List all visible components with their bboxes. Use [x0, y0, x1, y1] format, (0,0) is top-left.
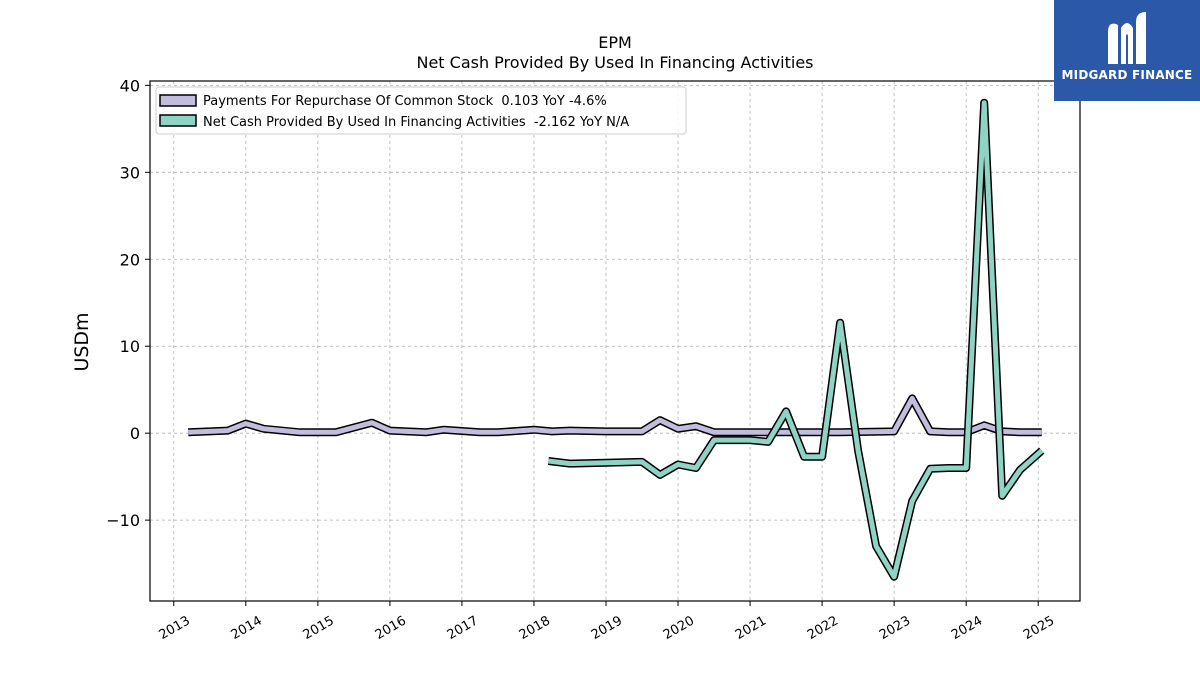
y-tick-label: 40: [120, 76, 140, 95]
brand-logo: MIDGARD FINANCE: [1054, 0, 1200, 101]
legend-box: [155, 86, 687, 135]
x-tick-label: 2013: [157, 613, 193, 643]
chart-subtitle: Net Cash Provided By Used In Financing A…: [416, 53, 813, 72]
legend-swatch-financing: [159, 114, 197, 127]
x-tick-label: 2021: [733, 613, 769, 643]
x-tick-label: 2020: [661, 613, 697, 643]
x-tick-label: 2016: [373, 613, 409, 643]
legend-swatch-repurchase: [159, 94, 197, 107]
x-tick-label: 2019: [589, 613, 625, 643]
y-axis: −10 0 10 20 30 40: [106, 76, 150, 530]
x-tick-label: 2017: [445, 613, 481, 643]
y-tick-label: 10: [120, 337, 140, 356]
series-outline-financing: [547, 98, 1045, 581]
x-tick-label: 2022: [805, 613, 841, 643]
x-tick-label: 2014: [229, 613, 265, 643]
series-line-financing: [548, 100, 1044, 580]
series-line-repurchase: [188, 395, 1042, 435]
legend-entry-financing: Net Cash Provided By Used In Financing A…: [203, 115, 629, 130]
y-tick-label: −10: [106, 511, 140, 530]
legend: Payments For Repurchase Of Common Stock …: [155, 86, 687, 135]
y-tick-label: 20: [120, 250, 140, 269]
series-layer: [188, 98, 1045, 581]
y-axis-label: USDm: [71, 312, 93, 371]
x-tick-label: 2025: [1021, 613, 1057, 643]
x-tick-label: 2018: [517, 613, 553, 643]
x-tick-label: 2023: [877, 613, 913, 643]
x-axis: 2013 2014 2015 2016 2017 2018 2019 2020 2021 2022…: [157, 601, 1057, 643]
x-tick-label: 2024: [949, 613, 985, 643]
axes-frame: [149, 80, 1081, 602]
x-tick-label: 2015: [301, 613, 337, 643]
midgard-m-logo-icon: [1108, 12, 1146, 64]
chart-title: EPM: [598, 33, 632, 52]
legend-entry-repurchase: Payments For Repurchase Of Common Stock …: [203, 94, 607, 109]
grid: [150, 81, 1080, 601]
y-tick-label: 0: [130, 424, 140, 443]
brand-name: MIDGARD FINANCE: [1061, 68, 1193, 82]
y-tick-label: 30: [120, 163, 140, 182]
